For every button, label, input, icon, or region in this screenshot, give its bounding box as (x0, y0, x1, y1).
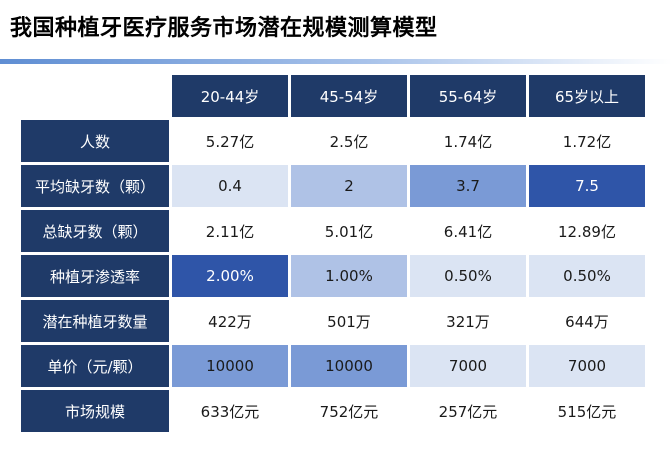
table-cell: 0.50% (529, 255, 645, 297)
header-row: 20-44岁 45-54岁 55-64岁 65岁以上 (21, 75, 645, 117)
column-header-age-20-44: 20-44岁 (172, 75, 288, 117)
table-row-potential-implants: 潜在种植牙数量 422万 501万 321万 644万 (21, 300, 645, 342)
table-cell: 2 (291, 165, 407, 207)
column-header-age-65-plus: 65岁以上 (529, 75, 645, 117)
table-cell: 6.41亿 (410, 210, 526, 252)
table-cell: 3.7 (410, 165, 526, 207)
table-cell: 1.00% (291, 255, 407, 297)
row-header: 平均缺牙数（颗） (21, 165, 169, 207)
table-cell: 257亿元 (410, 390, 526, 432)
table-cell: 7000 (410, 345, 526, 387)
table-cell: 1.74亿 (410, 120, 526, 162)
table-cell: 2.00% (172, 255, 288, 297)
table-row-unit-price: 单价（元/颗） 10000 10000 7000 7000 (21, 345, 645, 387)
table-cell: 644万 (529, 300, 645, 342)
table-cell: 501万 (291, 300, 407, 342)
table-cell: 0.4 (172, 165, 288, 207)
row-header: 市场规模 (21, 390, 169, 432)
table-cell: 1.72亿 (529, 120, 645, 162)
market-size-model-table: 20-44岁 45-54岁 55-64岁 65岁以上 人数 5.27亿 2.5亿… (18, 72, 648, 435)
table-cell: 321万 (410, 300, 526, 342)
table-cell: 12.89亿 (529, 210, 645, 252)
table-cell: 10000 (172, 345, 288, 387)
table-cell: 0.50% (410, 255, 526, 297)
title-accent-bar (0, 59, 672, 64)
table-cell: 633亿元 (172, 390, 288, 432)
column-header-age-55-64: 55-64岁 (410, 75, 526, 117)
table-row-implant-penetration: 种植牙渗透率 2.00% 1.00% 0.50% 0.50% (21, 255, 645, 297)
table-cell: 7000 (529, 345, 645, 387)
table-cell: 515亿元 (529, 390, 645, 432)
row-header: 总缺牙数（颗） (21, 210, 169, 252)
row-header: 人数 (21, 120, 169, 162)
page-title: 我国种植牙医疗服务市场潜在规模测算模型 (10, 16, 438, 41)
table-cell: 5.27亿 (172, 120, 288, 162)
column-header-age-45-54: 45-54岁 (291, 75, 407, 117)
table-cell: 2.11亿 (172, 210, 288, 252)
table-row-market-size: 市场规模 633亿元 752亿元 257亿元 515亿元 (21, 390, 645, 432)
table-row-avg-missing-teeth: 平均缺牙数（颗） 0.4 2 3.7 7.5 (21, 165, 645, 207)
table-cell: 752亿元 (291, 390, 407, 432)
table-row-population: 人数 5.27亿 2.5亿 1.74亿 1.72亿 (21, 120, 645, 162)
table-cell: 2.5亿 (291, 120, 407, 162)
row-header: 种植牙渗透率 (21, 255, 169, 297)
row-header: 潜在种植牙数量 (21, 300, 169, 342)
table-cell: 7.5 (529, 165, 645, 207)
table-cell: 5.01亿 (291, 210, 407, 252)
row-header: 单价（元/颗） (21, 345, 169, 387)
table-cell: 10000 (291, 345, 407, 387)
table-cell: 422万 (172, 300, 288, 342)
table-row-total-missing-teeth: 总缺牙数（颗） 2.11亿 5.01亿 6.41亿 12.89亿 (21, 210, 645, 252)
corner-cell (21, 75, 169, 117)
